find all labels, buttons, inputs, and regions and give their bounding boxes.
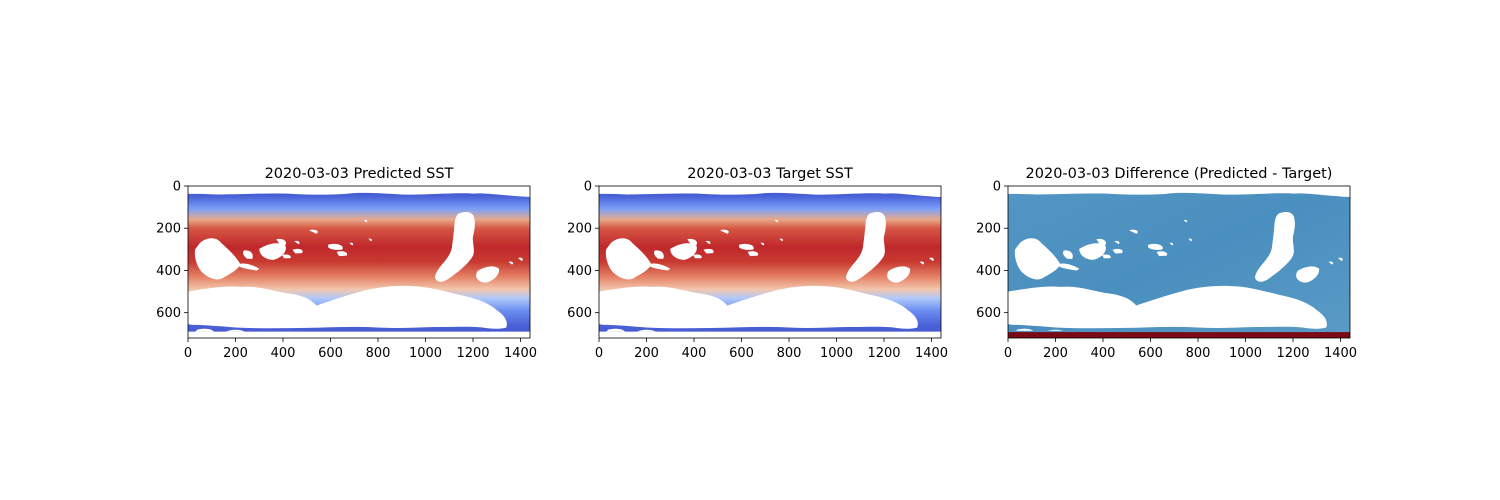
x-tick-label: 400	[1091, 346, 1116, 361]
subplot-title: 2020-03-03 Target SST	[687, 166, 853, 182]
x-tick-label: 0	[184, 346, 192, 361]
x-tick-label: 600	[318, 346, 343, 361]
x-tick-label: 600	[1138, 346, 1163, 361]
axes-frame	[187, 185, 531, 339]
x-tick-label: 1400	[504, 346, 537, 361]
ocean-sst	[188, 186, 530, 338]
x-tick-label: 1000	[820, 346, 853, 361]
y-tick-label: 200	[156, 222, 181, 237]
x-tick-label: 1400	[1324, 346, 1357, 361]
axes-frame	[1007, 185, 1351, 339]
x-tick-label: 600	[729, 346, 754, 361]
x-tick-label: 400	[271, 346, 296, 361]
x-tick-label: 200	[634, 346, 659, 361]
y-tick-label: 600	[156, 306, 181, 321]
y-tick-label: 400	[156, 264, 181, 279]
axes-frame	[598, 185, 942, 339]
x-tick-label: 1200	[867, 346, 900, 361]
y-tick-label: 200	[976, 222, 1001, 237]
y-tick-label: 400	[567, 264, 592, 279]
x-tick-label: 800	[777, 346, 802, 361]
x-tick-label: 800	[366, 346, 391, 361]
x-tick-label: 1000	[409, 346, 442, 361]
y-tick-label: 600	[567, 306, 592, 321]
subplot-title: 2020-03-03 Difference (Predicted - Targe…	[1026, 166, 1333, 182]
ocean-difference	[1008, 186, 1350, 338]
x-tick-label: 1400	[915, 346, 948, 361]
y-tick-label: 0	[993, 180, 1001, 195]
y-tick-label: 600	[976, 306, 1001, 321]
x-tick-label: 0	[1004, 346, 1012, 361]
subplot-1: 2020-03-03 Predicted SST 0 200 400 600 800 100…	[156, 166, 537, 361]
y-tick-label: 0	[173, 180, 181, 195]
bottom-edge-band	[1008, 332, 1350, 338]
sst-heatmap	[188, 186, 530, 338]
x-tick-label: 1200	[1276, 346, 1309, 361]
y-tick-label: 200	[567, 222, 592, 237]
x-tick-label: 200	[223, 346, 248, 361]
subplot-2: 2020-03-03 Target SST 0 200 400 600 800 1000 12…	[567, 166, 948, 361]
subplot-title: 2020-03-03 Predicted SST	[265, 166, 454, 182]
x-tick-label: 200	[1043, 346, 1068, 361]
x-tick-label: 1200	[456, 346, 489, 361]
sst-heatmap	[599, 186, 941, 338]
ocean-sst	[599, 186, 941, 338]
x-tick-label: 400	[682, 346, 707, 361]
difference-heatmap	[1008, 186, 1350, 338]
x-tick-label: 800	[1186, 346, 1211, 361]
y-tick-label: 400	[976, 264, 1001, 279]
y-tick-label: 0	[584, 180, 592, 195]
x-tick-label: 0	[595, 346, 603, 361]
x-tick-label: 1000	[1229, 346, 1262, 361]
subplot-3: 2020-03-03 Difference (Predicted - Targe…	[976, 166, 1357, 361]
